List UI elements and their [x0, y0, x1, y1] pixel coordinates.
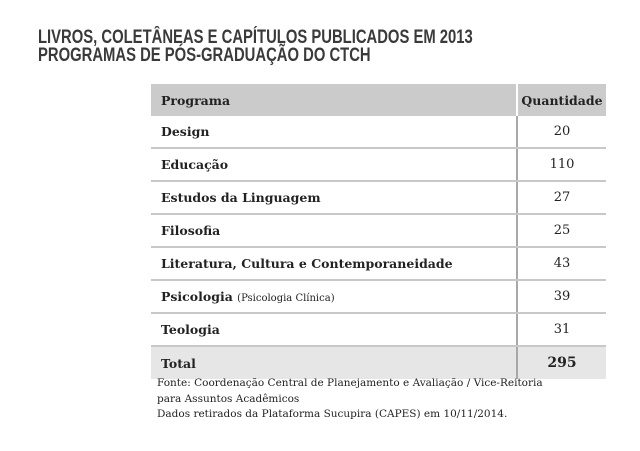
programa-name: Educação — [161, 157, 229, 172]
quantidade-cell: 43 — [516, 247, 606, 281]
table-row: Psicologia (Psicologia Clínica) 39 — [151, 280, 606, 314]
programa-cell: Educação — [151, 148, 517, 182]
footnote-source-1: Fonte: Coordenação Central de Planejamen… — [157, 377, 543, 389]
programa-cell: Teologia — [151, 313, 517, 347]
table-row: Design 20 — [151, 116, 606, 149]
programa-cell: Psicologia (Psicologia Clínica) — [151, 280, 517, 314]
title-line-2: PROGRAMAS DE PÓS-GRADUAÇÃO DO CTCH — [38, 45, 371, 66]
table-header: Programa Quantidade — [151, 84, 606, 116]
programa-cell: Literatura, Cultura e Contemporaneidade — [151, 247, 517, 281]
table-row: Estudos da Linguagem 27 — [151, 181, 606, 215]
programa-note: (Psicologia Clínica) — [237, 293, 335, 304]
title-line-1: LIVROS, COLETÂNEAS E CAPÍTULOS PUBLICADO… — [38, 27, 473, 48]
table-row: Teologia 31 — [151, 313, 606, 347]
programa-cell: Estudos da Linguagem — [151, 181, 517, 215]
programa-name: Literatura, Cultura e Contemporaneidade — [161, 256, 453, 271]
footnote-date: Dados retirados da Plataforma Sucupira (… — [157, 408, 508, 420]
quantidade-cell: 110 — [516, 148, 606, 182]
programa-name: Design — [161, 124, 210, 139]
programa-cell: Design — [151, 116, 517, 149]
table-row: Filosofia 25 — [151, 214, 606, 248]
footnote-source-2: para Assuntos Acadêmicos — [157, 392, 300, 405]
programa-name: Filosofia — [161, 223, 221, 238]
total-value: 295 — [516, 346, 606, 379]
page-title: LIVROS, COLETÂNEAS E CAPÍTULOS PUBLICADO… — [38, 27, 473, 66]
quantidade-cell: 39 — [516, 280, 606, 314]
programa-name: Psicologia — [161, 289, 233, 304]
total-row: Total 295 — [151, 346, 606, 379]
table-row: Literatura, Cultura e Contemporaneidade … — [151, 247, 606, 281]
table-row: Educação 110 — [151, 148, 606, 182]
header-quantidade: Quantidade — [516, 84, 606, 116]
programa-name: Estudos da Linguagem — [161, 190, 321, 205]
header-programa: Programa — [151, 84, 517, 116]
quantidade-cell: 25 — [516, 214, 606, 248]
footnotes: Fonte: Coordenação Central de Planejamen… — [157, 376, 543, 423]
quantidade-cell: 31 — [516, 313, 606, 347]
quantidade-cell: 27 — [516, 181, 606, 215]
total-label: Total — [151, 346, 517, 379]
programa-cell: Filosofia — [151, 214, 517, 248]
publications-table: Programa Quantidade Design 20 Educação 11… — [151, 84, 606, 379]
programa-name: Teologia — [161, 322, 220, 337]
quantidade-cell: 20 — [516, 116, 606, 149]
